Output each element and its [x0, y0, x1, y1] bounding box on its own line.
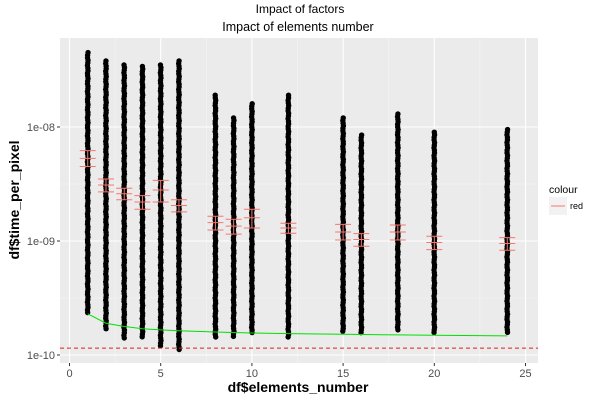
errorbar: [170, 199, 187, 213]
trend-line: [87, 313, 508, 337]
legend-label-red: red: [570, 201, 583, 211]
errorbar: [243, 208, 260, 229]
data-point: [431, 329, 437, 336]
data-point: [103, 326, 109, 332]
y-tick-label: 1e-09: [27, 236, 55, 248]
errorbar: [225, 218, 242, 235]
y-tick-label: 1e-08: [27, 122, 55, 134]
x-tick-label: 15: [337, 368, 349, 380]
x-tick-label: 5: [158, 368, 164, 380]
data-point: [285, 334, 291, 340]
x-tick-label: 20: [428, 368, 440, 380]
data-point: [504, 329, 511, 336]
errorbar-group: [79, 150, 516, 251]
data-point: [230, 333, 237, 340]
data-point: [139, 334, 145, 340]
y-tick-label: 1e-10: [27, 350, 55, 362]
y-axis-title: df$time_per_pixel: [6, 140, 22, 259]
grid-lines: [60, 38, 538, 363]
errorbar: [116, 187, 133, 201]
data-point: [213, 334, 219, 340]
errorbar: [389, 224, 406, 241]
errorbar: [353, 233, 370, 247]
errorbar: [280, 222, 297, 234]
chart-suptitle: Impact of factors: [256, 2, 345, 16]
x-axis-ticks: 0 5 10 15 20 25: [66, 363, 532, 380]
data-point: [121, 335, 127, 341]
data-points: [84, 49, 511, 353]
legend: colour red: [549, 184, 583, 215]
data-point: [157, 343, 164, 349]
errorbar: [152, 179, 169, 203]
errorbar: [134, 195, 151, 210]
data-point: [340, 328, 346, 334]
trend-line-group: [87, 313, 508, 337]
plot-panel: [60, 38, 538, 363]
errorbar: [97, 178, 114, 193]
y-axis-ticks: 1e-10 1e-09 1e-08: [27, 122, 60, 362]
errorbar: [207, 215, 224, 231]
legend-title: colour: [549, 184, 578, 196]
x-tick-label: 25: [519, 368, 531, 380]
errorbar: [335, 223, 352, 241]
x-tick-label: 0: [66, 368, 72, 380]
errorbar: [426, 235, 443, 251]
data-point: [395, 327, 401, 333]
errorbar: [499, 237, 516, 251]
errorbar: [79, 150, 96, 168]
x-axis-title: df$elements_number: [228, 379, 369, 395]
x-tick-label: 10: [246, 368, 258, 380]
chart-title: Impact of elements number: [222, 20, 373, 34]
